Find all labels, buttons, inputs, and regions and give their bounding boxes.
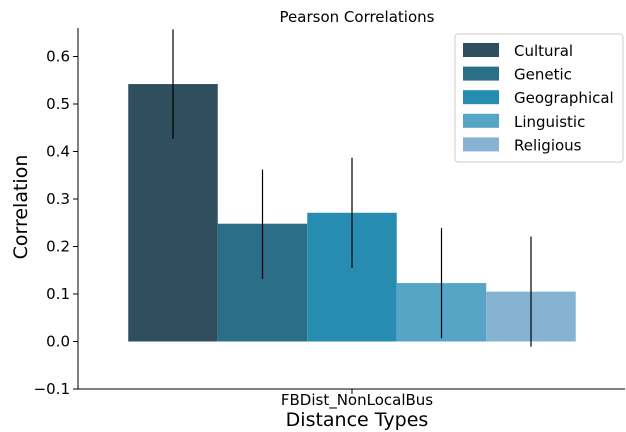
- y-tick-label: 0.5: [46, 95, 70, 113]
- y-tick-label: 0.2: [46, 238, 70, 256]
- chart-title: Pearson Correlations: [280, 8, 435, 26]
- y-axis-label: Correlation: [10, 155, 32, 260]
- legend-swatch-geographical: [463, 90, 499, 105]
- legend-label-cultural: Cultural: [514, 42, 573, 60]
- legend-label-linguistic: Linguistic: [514, 113, 585, 131]
- y-tick-label: 0.3: [46, 190, 70, 208]
- y-tick-label: 0.6: [46, 48, 70, 66]
- legend-swatch-religious: [463, 137, 499, 152]
- legend-swatch-linguistic: [463, 113, 499, 128]
- y-tick-label: 0.1: [46, 285, 70, 303]
- y-tick-label: 0.0: [46, 333, 70, 351]
- legend-label-genetic: Genetic: [514, 66, 572, 84]
- y-tick-label: 0.4: [46, 143, 70, 161]
- legend-box: [454, 33, 624, 163]
- legend-swatch-cultural: [463, 43, 499, 57]
- legend-swatch-genetic: [463, 66, 499, 81]
- x-tick-label: FBDist_NonLocalBus: [281, 391, 433, 410]
- y-tick-label: −0.1: [34, 380, 70, 398]
- legend-label-religious: Religious: [514, 136, 582, 154]
- x-axis-label: Distance Types: [286, 409, 429, 431]
- legend-label-geographical: Geographical: [514, 89, 614, 107]
